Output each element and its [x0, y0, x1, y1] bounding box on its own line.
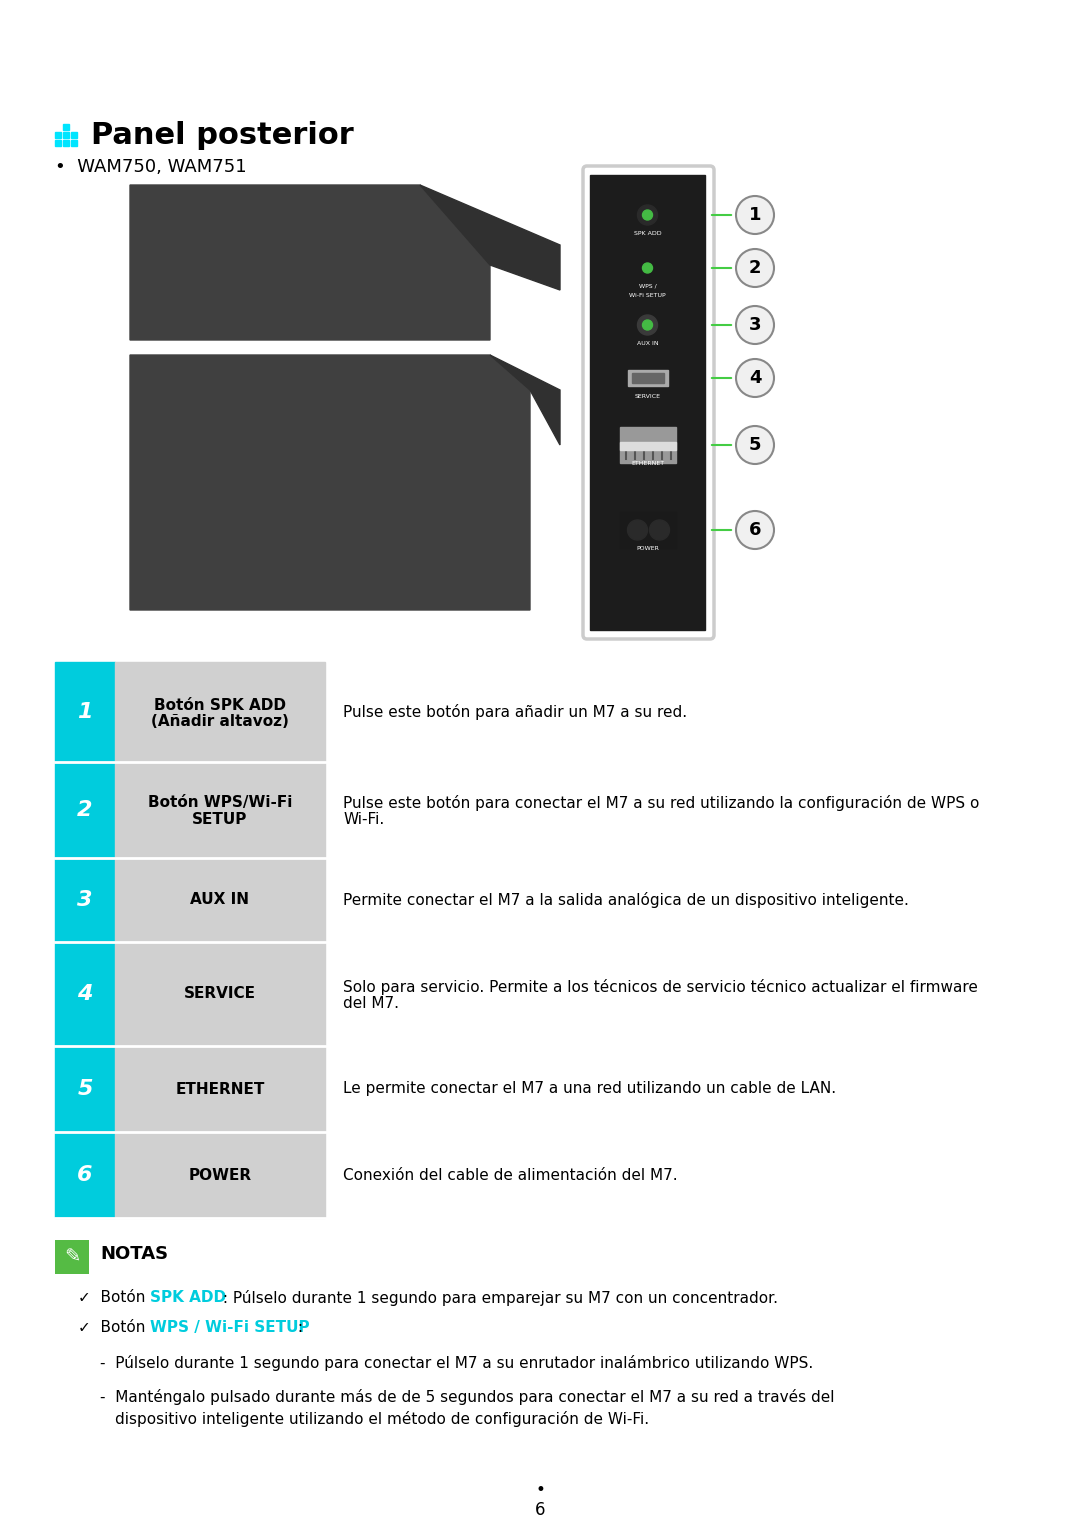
Text: 6: 6 — [535, 1501, 545, 1519]
Bar — [632, 373, 663, 383]
Bar — [620, 428, 675, 463]
Text: Conexión del cable de alimentación del M7.: Conexión del cable de alimentación del M… — [343, 1168, 677, 1182]
Text: -  Púlselo durante 1 segundo para conectar el M7 a su enrutador inalámbrico util: - Púlselo durante 1 segundo para conecta… — [100, 1354, 813, 1371]
Polygon shape — [420, 185, 561, 290]
Text: Solo para servicio. Permite a los técnicos de servicio técnico actualizar el fir: Solo para servicio. Permite a los técnic… — [343, 979, 977, 996]
Text: SPK ADD: SPK ADD — [634, 231, 661, 237]
Bar — [55, 663, 114, 762]
Text: NOTAS: NOTAS — [100, 1245, 168, 1263]
Text: AUX IN: AUX IN — [190, 892, 249, 907]
Bar — [55, 131, 60, 137]
Text: Wi-Fi.: Wi-Fi. — [343, 812, 384, 828]
Bar — [55, 858, 114, 942]
Text: del M7.: del M7. — [343, 997, 399, 1011]
Text: : Púlselo durante 1 segundo para emparejar su M7 con un concentrador.: : Púlselo durante 1 segundo para emparej… — [218, 1290, 778, 1306]
Text: SPK ADD: SPK ADD — [150, 1290, 226, 1306]
Text: Botón WPS/Wi-Fi: Botón WPS/Wi-Fi — [148, 796, 293, 811]
Bar — [71, 131, 77, 137]
Text: Panel posterior: Panel posterior — [91, 121, 354, 150]
Text: (Añadir altavoz): (Añadir altavoz) — [151, 715, 289, 730]
Bar — [63, 131, 69, 137]
Text: ETHERNET: ETHERNET — [175, 1081, 265, 1096]
Bar — [114, 663, 325, 762]
Text: 1: 1 — [748, 206, 761, 224]
Text: 2: 2 — [748, 260, 761, 276]
Circle shape — [643, 321, 652, 330]
Text: 6: 6 — [748, 521, 761, 539]
Text: Le permite conectar el M7 a una red utilizando un cable de LAN.: Le permite conectar el M7 a una red util… — [343, 1081, 836, 1096]
Bar — [627, 370, 667, 386]
Circle shape — [637, 315, 658, 334]
Bar — [620, 441, 675, 450]
Circle shape — [735, 359, 774, 397]
Circle shape — [627, 521, 648, 541]
Circle shape — [735, 426, 774, 464]
Text: -  Manténgalo pulsado durante más de de 5 segundos para conectar el M7 a su red : - Manténgalo pulsado durante más de de 5… — [100, 1390, 835, 1405]
Text: ✓  Botón: ✓ Botón — [78, 1319, 150, 1335]
Bar — [71, 140, 77, 147]
Bar — [63, 140, 69, 147]
Text: SERVICE: SERVICE — [635, 394, 661, 399]
Text: :: : — [293, 1319, 303, 1335]
Text: ETHERNET: ETHERNET — [631, 461, 664, 466]
Polygon shape — [130, 354, 530, 609]
Text: •  WAM750, WAM751: • WAM750, WAM751 — [55, 157, 246, 176]
Text: 4: 4 — [748, 370, 761, 386]
Text: WPS /: WPS / — [638, 284, 657, 289]
Circle shape — [637, 205, 658, 224]
Text: WPS / Wi-Fi SETUP: WPS / Wi-Fi SETUP — [150, 1319, 310, 1335]
Bar — [114, 858, 325, 942]
Circle shape — [643, 263, 652, 273]
Text: 6: 6 — [78, 1165, 93, 1185]
Bar — [55, 1046, 114, 1132]
Text: AUX IN: AUX IN — [637, 341, 659, 347]
Text: Botón SPK ADD: Botón SPK ADD — [154, 698, 286, 713]
Text: Pulse este botón para conectar el M7 a su red utilizando la configuración de WPS: Pulse este botón para conectar el M7 a s… — [343, 796, 980, 811]
Bar — [55, 1240, 89, 1274]
Text: 5: 5 — [78, 1080, 93, 1099]
Bar — [590, 176, 705, 631]
Bar — [114, 942, 325, 1046]
Text: SETUP: SETUP — [192, 812, 247, 828]
Text: 5: 5 — [748, 437, 761, 454]
Bar — [114, 1046, 325, 1132]
Text: 3: 3 — [78, 890, 93, 910]
Text: 4: 4 — [78, 983, 93, 1003]
Bar — [55, 762, 114, 858]
Text: POWER: POWER — [188, 1168, 252, 1182]
Polygon shape — [490, 354, 561, 444]
Polygon shape — [130, 185, 490, 341]
Circle shape — [643, 211, 652, 220]
Text: Wi-Fi SETUP: Wi-Fi SETUP — [630, 293, 665, 298]
Text: 3: 3 — [748, 316, 761, 334]
Text: dispositivo inteligente utilizando el método de configuración de Wi-Fi.: dispositivo inteligente utilizando el mé… — [114, 1411, 649, 1428]
Text: ✎: ✎ — [64, 1248, 80, 1266]
Circle shape — [735, 249, 774, 287]
Text: •: • — [535, 1481, 545, 1500]
Text: POWER: POWER — [636, 547, 659, 551]
Circle shape — [735, 195, 774, 234]
Circle shape — [735, 305, 774, 344]
Text: 1: 1 — [78, 702, 93, 722]
Text: 2: 2 — [78, 800, 93, 820]
Bar — [620, 512, 675, 548]
Circle shape — [735, 512, 774, 550]
Bar — [63, 124, 69, 130]
Circle shape — [649, 521, 670, 541]
Bar — [55, 140, 60, 147]
Text: Pulse este botón para añadir un M7 a su red.: Pulse este botón para añadir un M7 a su … — [343, 704, 687, 721]
Text: SERVICE: SERVICE — [184, 986, 256, 1002]
Bar — [114, 1132, 325, 1219]
Bar — [55, 1132, 114, 1219]
Bar — [55, 942, 114, 1046]
Bar — [114, 762, 325, 858]
Text: ✓  Botón: ✓ Botón — [78, 1290, 150, 1306]
Text: Permite conectar el M7 a la salida analógica de un dispositivo inteligente.: Permite conectar el M7 a la salida analó… — [343, 892, 909, 909]
